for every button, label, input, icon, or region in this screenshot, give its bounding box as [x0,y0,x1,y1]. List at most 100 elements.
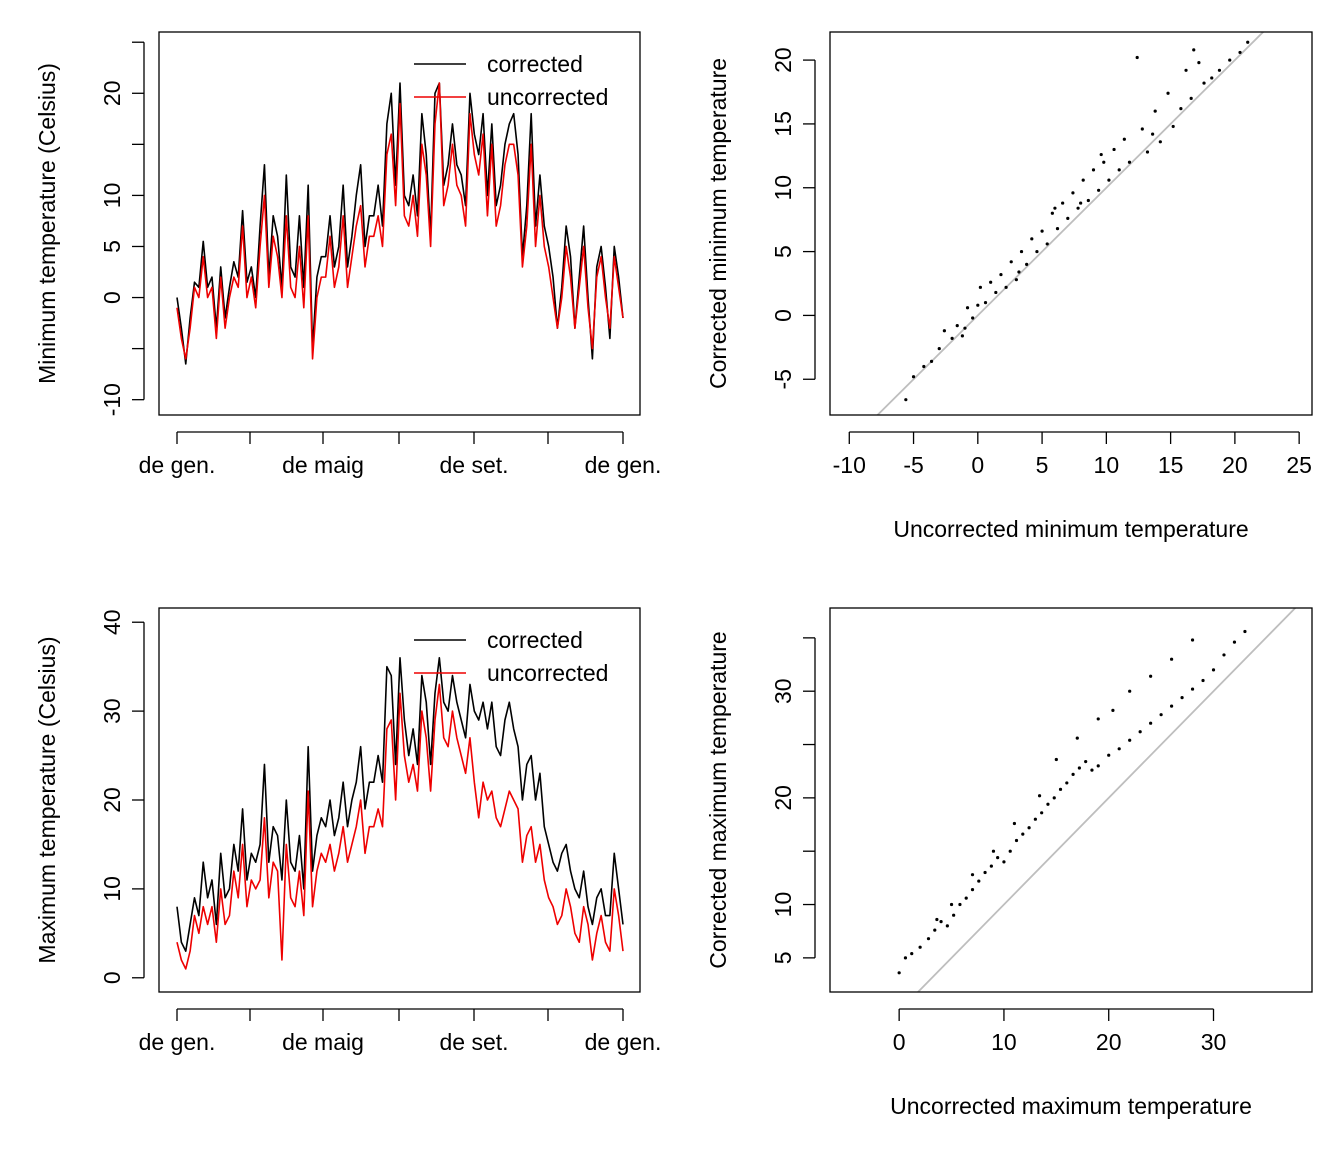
data-point [1190,638,1195,642]
data-point [1153,109,1157,113]
data-point [1169,704,1174,708]
data-point [1040,811,1044,815]
data-point [952,913,956,917]
series-line-corrected [176,82,624,365]
data-point [1128,689,1132,693]
legend-label-uncorrected: uncorrected [487,84,608,110]
legend-label-uncorrected: uncorrected [487,660,608,686]
data-point [955,324,959,328]
data-point [1149,721,1153,725]
x-tick-label: 5 [1036,452,1049,478]
y-tick-label: 40 [99,609,125,635]
data-point [1192,48,1196,52]
data-point [1128,738,1132,742]
data-point [918,945,922,949]
x-tick-label: de gen. [139,1029,216,1055]
data-point [1190,687,1195,691]
data-point [970,873,975,877]
data-point [1014,838,1019,843]
legend-label-corrected: corrected [487,51,583,77]
x-axis-title: Uncorrected maximum temperature [890,1093,1252,1119]
max-temperature-time-series-panel: 0 10 20 30 40 Maximum temperature (Celsius) de… [34,607,662,1055]
data-point [1117,747,1121,751]
data-point [978,285,982,289]
data-point [1075,736,1079,740]
data-point [1071,772,1075,777]
plot-frame [829,31,1313,416]
data-point [1096,717,1100,721]
y-tick-label: 20 [99,787,125,813]
y-tick-label: 10 [770,892,796,918]
y-tick-label: 5 [770,245,796,258]
data-point [937,347,941,351]
y-tick-label: 0 [99,291,125,304]
x-tick-label: 25 [1286,452,1312,478]
data-point [1238,50,1242,55]
x-tick-label: 15 [1158,452,1184,478]
data-point [1151,132,1155,136]
data-point [1201,678,1205,683]
data-point [1009,260,1013,264]
data-point [922,364,926,369]
data-point [1030,237,1034,241]
data-point [964,896,968,900]
data-point [1090,768,1094,772]
data-point [1012,821,1017,826]
data-point [1054,757,1058,762]
x-tick-label: -10 [833,452,866,478]
y-axis-title: Minimum temperature (Celsius) [34,63,60,384]
x-tick-label: 0 [893,1029,906,1055]
x-tick-label: 30 [1201,1029,1227,1055]
data-point [897,971,901,975]
data-point [1222,653,1226,657]
y-axis-title: Corrected minimum temperature [705,58,731,389]
data-point [1179,107,1183,111]
x-tick-label: de gen. [585,1029,662,1055]
data-point [1169,657,1174,661]
data-point [1079,201,1083,205]
data-point [970,888,975,892]
data-point [1122,137,1126,141]
data-point [1033,817,1037,821]
x-tick-label: de set. [439,452,508,478]
x-tick-label: de gen. [139,452,216,478]
data-point [1159,713,1163,717]
x-tick-label: 10 [1094,452,1120,478]
data-point [1127,160,1132,164]
series-line-corrected [176,656,624,952]
identity-line [916,608,1297,992]
legend-label-corrected: corrected [487,627,583,653]
x-tick-label: -5 [903,452,923,478]
data-point [1053,206,1057,210]
series-line-uncorrected [176,82,624,360]
x-tick-label: de gen. [585,452,662,478]
data-point [1081,178,1085,182]
data-point [983,870,987,875]
data-point [965,306,970,310]
data-point [971,316,975,320]
data-point [1040,229,1044,233]
data-point [1111,708,1115,713]
x-axis-title: Uncorrected minimum temperature [893,516,1248,542]
data-point [1099,152,1103,157]
data-point [1050,211,1054,215]
data-point [1232,640,1237,644]
y-tick-label: 10 [99,876,125,902]
data-point [1084,760,1088,764]
data-point [926,937,931,941]
y-tick-label: -5 [770,369,796,389]
y-tick-label: -10 [99,383,125,416]
y-tick-label: 10 [770,175,796,201]
data-point [1097,188,1101,192]
data-point [963,326,967,330]
y-tick-label: 30 [770,678,796,704]
y-tick-label: 10 [99,183,125,209]
data-point [996,856,1000,860]
data-point [910,952,914,956]
data-point [933,928,937,932]
data-point [1019,249,1024,254]
data-point [1217,68,1222,72]
x-tick-label: 10 [991,1029,1017,1055]
x-tick-label: de maig [282,1029,364,1055]
min-temperature-time-series-panel: -10 0 5 10 20 Minimum temperature (Celsius) de… [34,31,662,478]
